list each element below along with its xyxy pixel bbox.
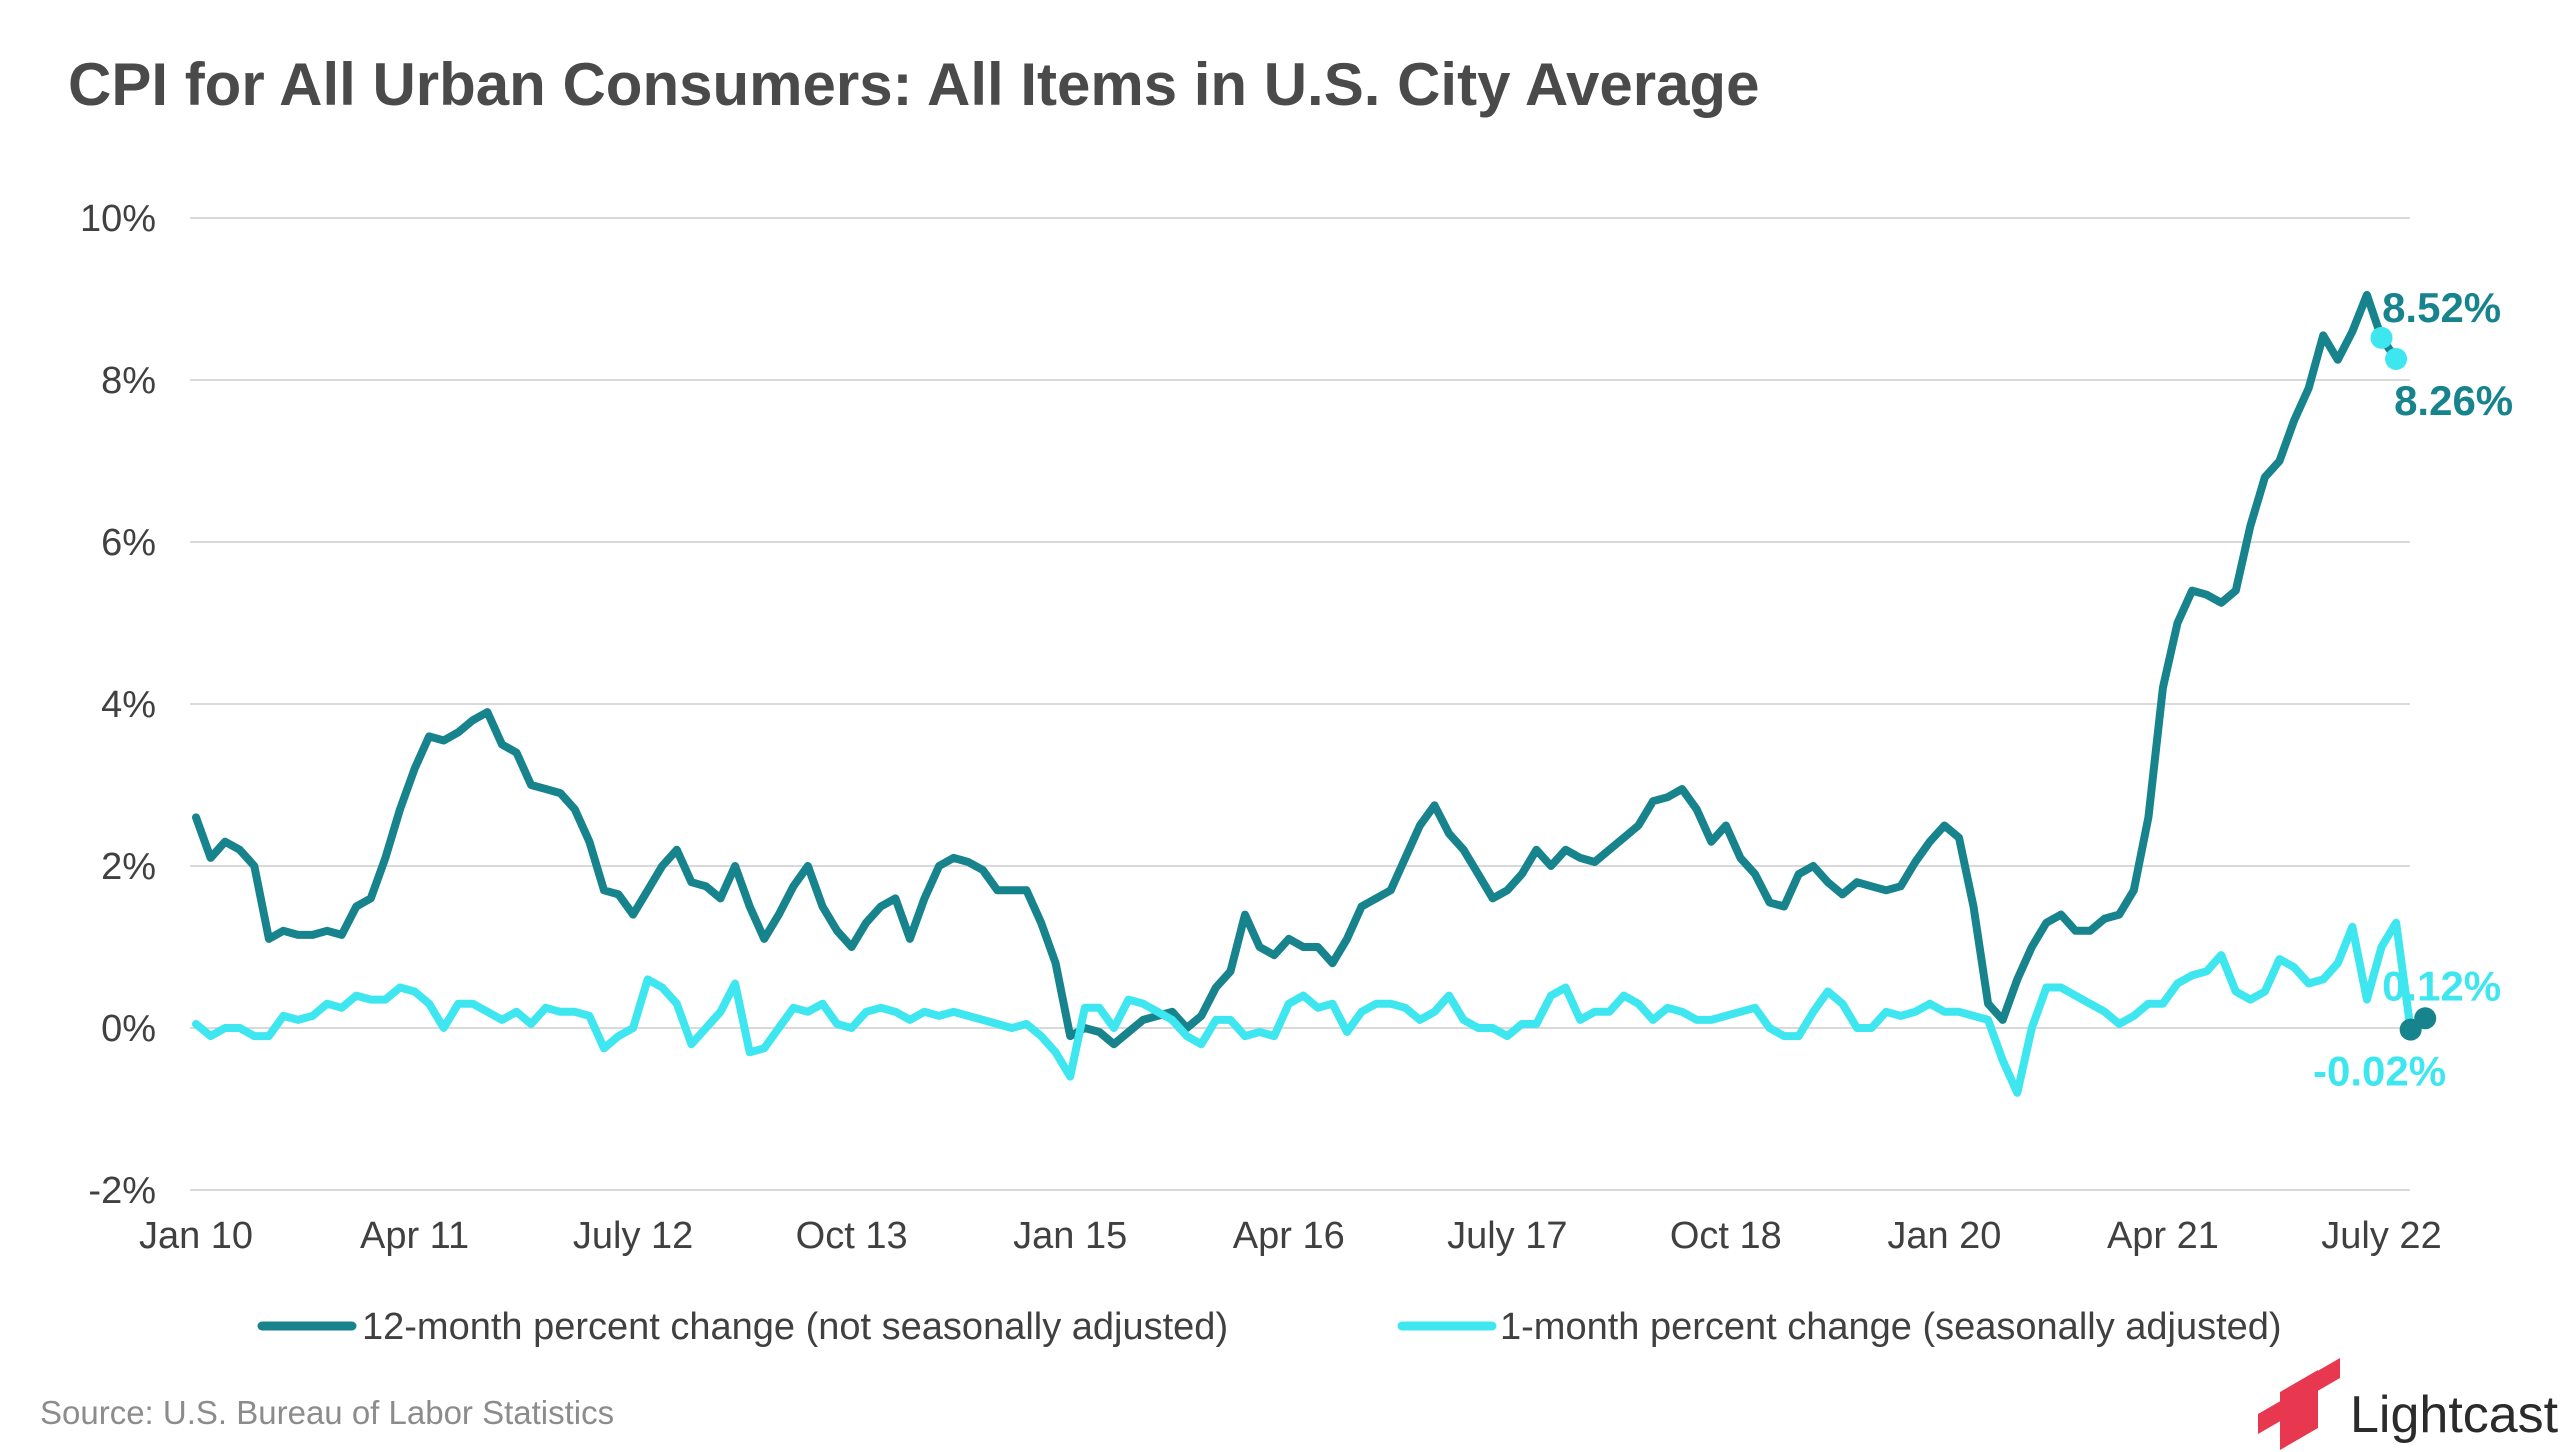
- data-label-1-month-a: 0.12%: [2382, 962, 2501, 1009]
- x-tick-label: Oct 13: [796, 1215, 908, 1257]
- y-tick-label: 0%: [101, 1008, 156, 1050]
- x-tick-label: July 22: [2321, 1215, 2441, 1257]
- series-line-12-month: [192, 290, 2401, 1049]
- legend-label-12-month: 12-month percent change (not seasonally …: [362, 1306, 1228, 1348]
- lightcast-logo-icon: [2258, 1358, 2340, 1450]
- end-markers: [2370, 326, 2437, 1041]
- marker-1-month-b: [2414, 1007, 2437, 1030]
- source-note: Source: U.S. Bureau of Labor Statistics: [40, 1394, 614, 1431]
- series-line-1-month: [192, 918, 2430, 1097]
- data-label-12-month-b: 8.26%: [2394, 377, 2513, 424]
- x-tick-label: Oct 18: [1670, 1215, 1782, 1257]
- x-tick-label: July 17: [1447, 1215, 1567, 1257]
- legend: 12-month percent change (not seasonally …: [257, 1306, 2282, 1348]
- y-tick-label: -2%: [88, 1170, 156, 1212]
- x-tick-label: Jan 20: [1887, 1215, 2001, 1257]
- brand-name: Lightcast: [2350, 1386, 2559, 1444]
- data-label-12-month-a: 8.52%: [2382, 284, 2501, 331]
- x-tick-label: Apr 21: [2107, 1215, 2219, 1257]
- legend-label-1-month: 1-month percent change (seasonally adjus…: [1500, 1306, 2282, 1348]
- y-tick-label: 6%: [101, 522, 156, 564]
- y-tick-label: 10%: [80, 198, 156, 240]
- y-tick-label: 4%: [101, 684, 156, 726]
- chart-title: CPI for All Urban Consumers: All Items i…: [68, 51, 1759, 118]
- brand-logo: Lightcast: [2258, 1358, 2559, 1450]
- grid: [190, 217, 2410, 1191]
- marker-12-month-b: [2385, 347, 2408, 370]
- y-axis: 10% 8% 6% 4% 2% 0% -2%: [80, 198, 156, 1212]
- x-tick-label: July 12: [573, 1215, 693, 1257]
- marker-12-month-a: [2370, 326, 2393, 349]
- y-tick-label: 2%: [101, 846, 156, 888]
- x-tick-label: Jan 15: [1013, 1215, 1127, 1257]
- data-label-1-month-b: -0.02%: [2313, 1048, 2446, 1095]
- x-axis: Jan 10 Apr 11 July 12 Oct 13 Jan 15 Apr 16 Jul…: [139, 1215, 2442, 1257]
- x-tick-label: Apr 11: [360, 1215, 469, 1257]
- y-tick-label: 8%: [101, 360, 156, 402]
- x-tick-label: Jan 10: [139, 1215, 253, 1257]
- x-tick-label: Apr 16: [1233, 1215, 1345, 1257]
